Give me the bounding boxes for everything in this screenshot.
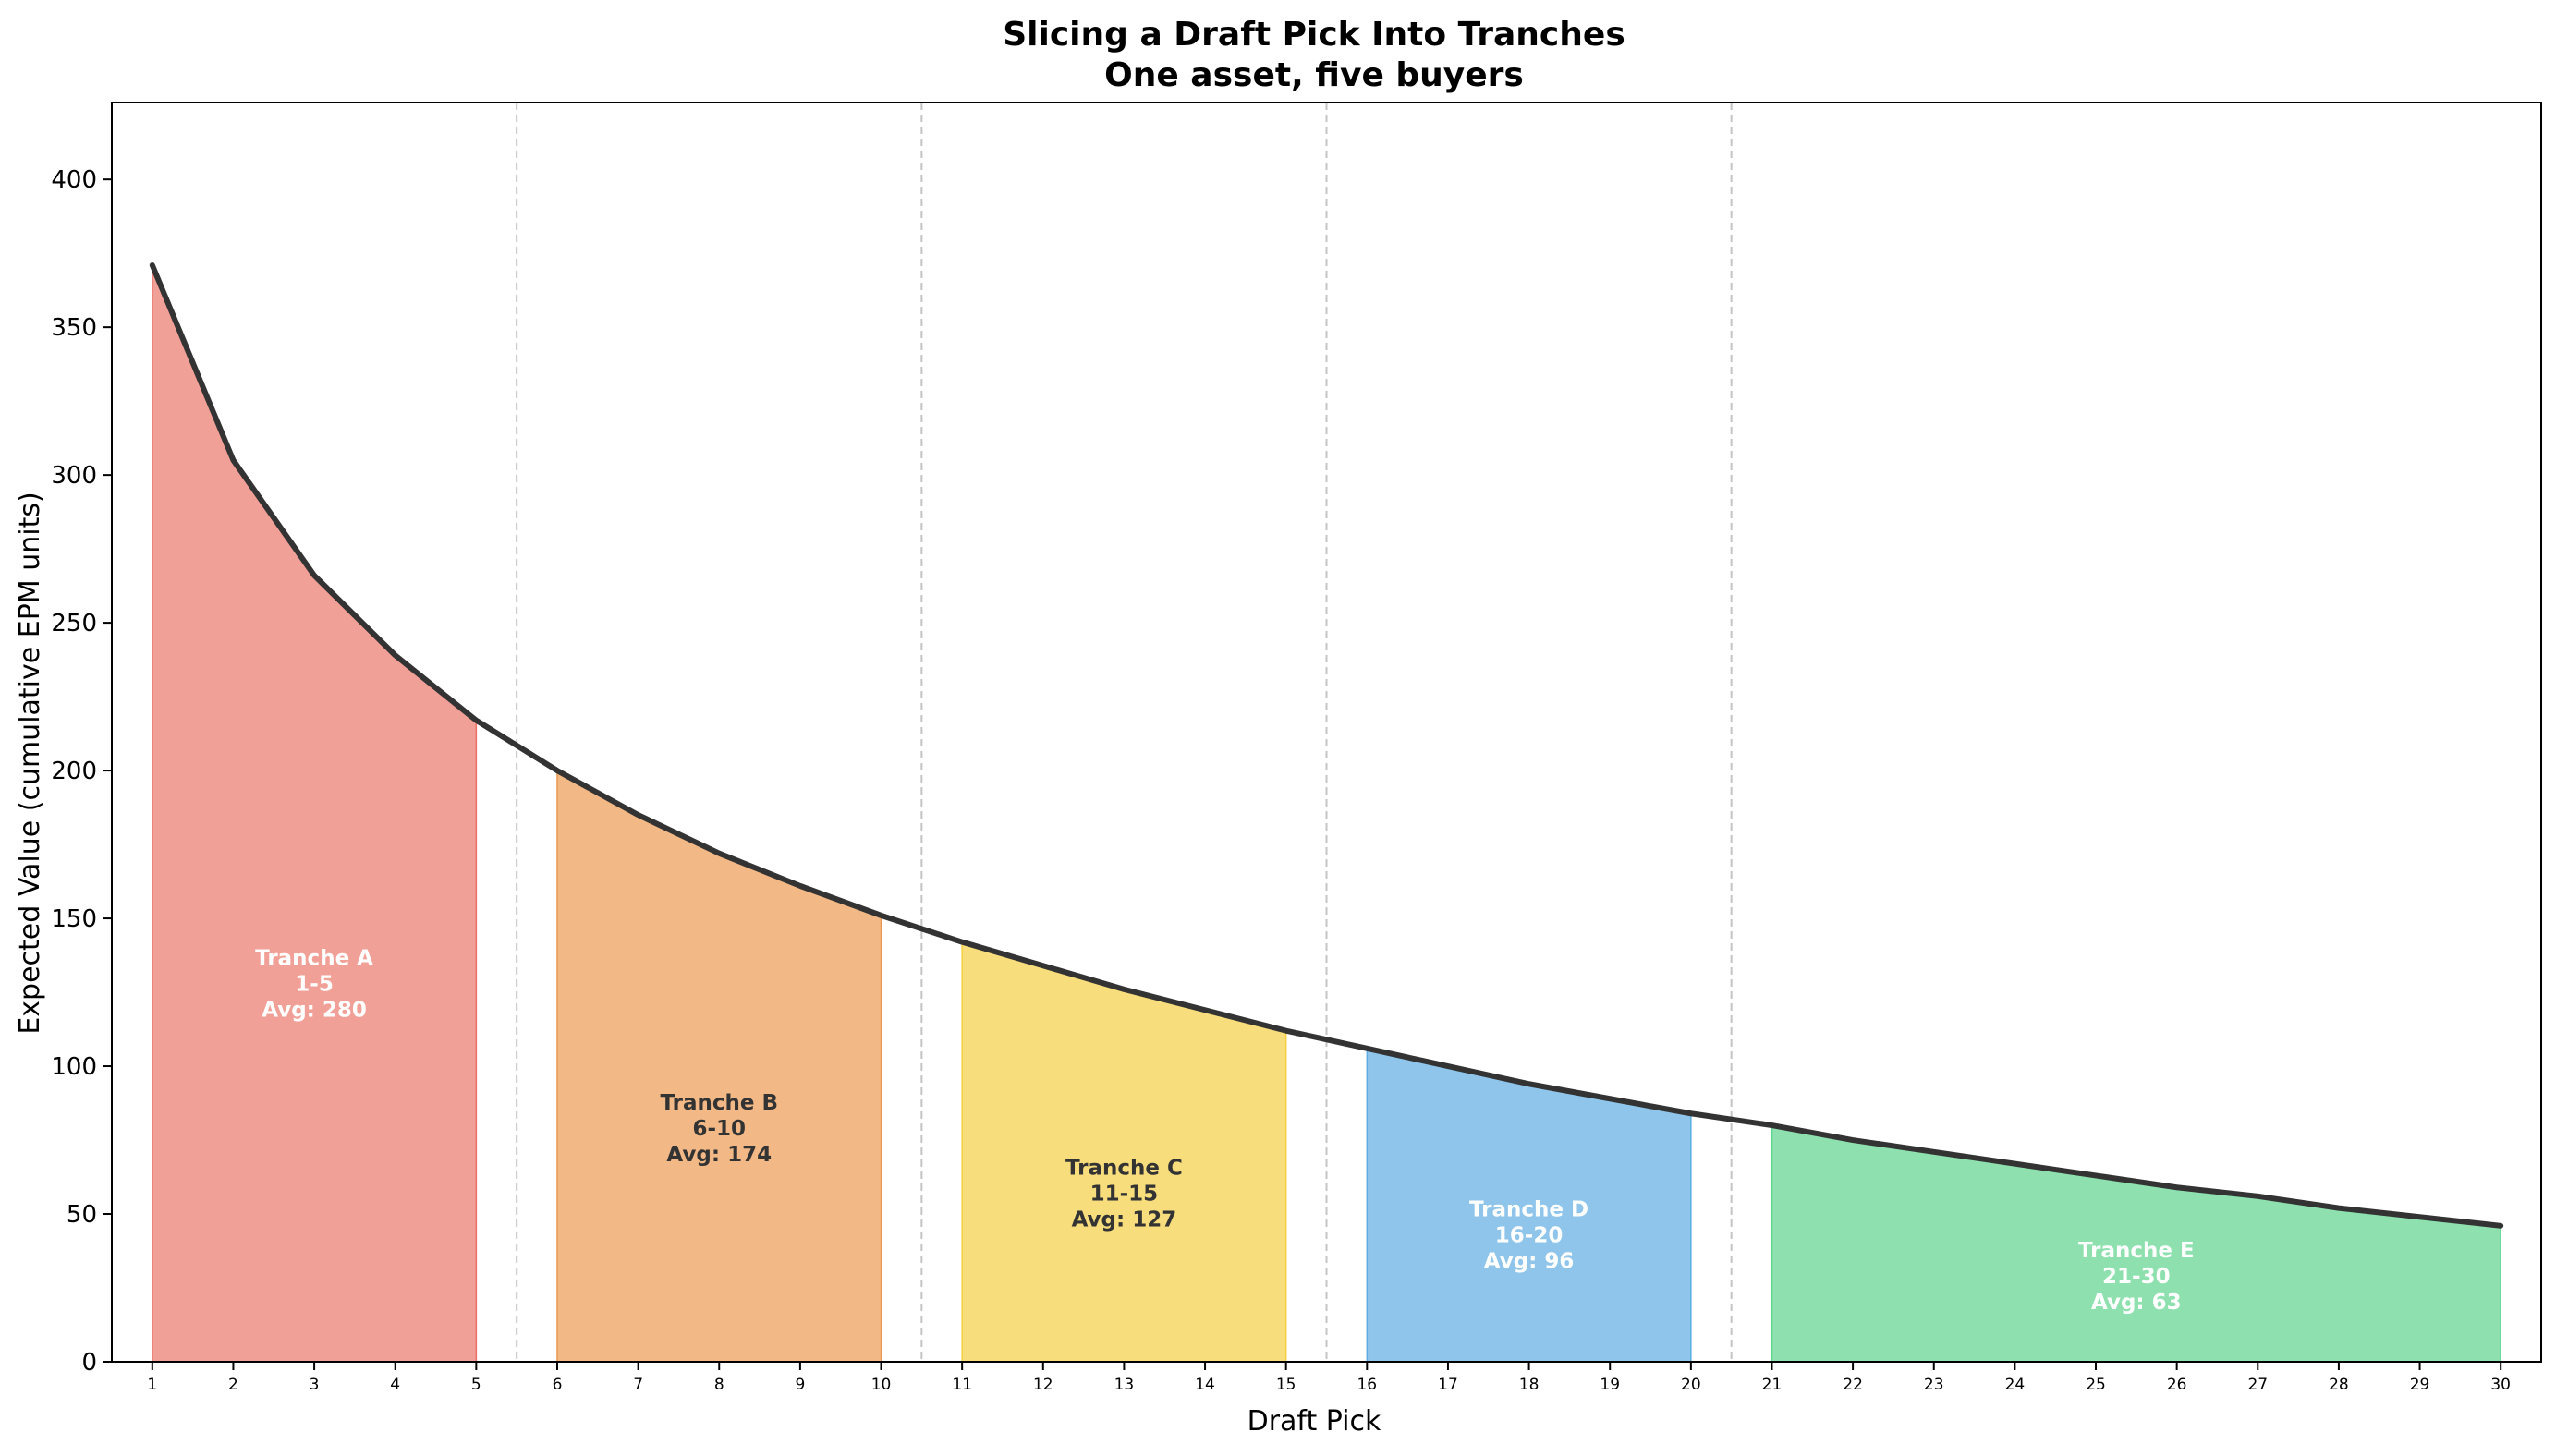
y-tick-label-300: 300 (51, 462, 97, 490)
tranche-label-e-line-2: 21-30 (2102, 1265, 2171, 1289)
tranche-area-c (961, 940, 1287, 1363)
x-tick-label-3: 3 (310, 1376, 320, 1394)
tranche-label-d-line-1: Tranche D (1469, 1197, 1588, 1221)
x-tick-label-28: 28 (2329, 1376, 2349, 1394)
y-tick-label-50: 50 (67, 1201, 97, 1229)
x-tick-label-1: 1 (147, 1376, 157, 1394)
tranche-label-d-line-2: 16-20 (1495, 1223, 1564, 1247)
x-tick-label-26: 26 (2167, 1376, 2187, 1394)
x-tick-label-13: 13 (1114, 1376, 1135, 1394)
plot-frame (111, 102, 2542, 1363)
x-tick-label-10: 10 (871, 1376, 892, 1394)
tranche-area-a (152, 264, 478, 1363)
x-tick-label-5: 5 (471, 1376, 481, 1394)
tranche-area-b (556, 769, 882, 1363)
value-curve (149, 261, 2504, 1229)
y-tick-label-0: 0 (81, 1349, 97, 1377)
tranche-label-a-line-2: 1-5 (295, 972, 334, 996)
tranche-label-b-line-1: Tranche B (660, 1091, 778, 1115)
tranche-label-e-line-1: Tranche E (2078, 1239, 2195, 1263)
x-tick-label-20: 20 (1681, 1376, 1701, 1394)
x-tick-label-6: 6 (553, 1376, 563, 1394)
y-tick-label-350: 350 (51, 314, 97, 342)
x-tick-label-30: 30 (2490, 1376, 2511, 1394)
chart-subtitle: One asset, five buyers (1104, 56, 1524, 94)
tranche-label-d-line-3: Avg: 96 (1484, 1249, 1575, 1273)
x-tick-label-25: 25 (2086, 1376, 2106, 1394)
y-tick-label-150: 150 (51, 905, 97, 933)
x-tick-label-23: 23 (1924, 1376, 1944, 1394)
x-tick-label-7: 7 (633, 1376, 643, 1394)
y-tick-label-100: 100 (51, 1053, 97, 1081)
tranche-label-a-line-1: Tranche A (255, 946, 373, 970)
x-tick-label-21: 21 (1762, 1376, 1783, 1394)
x-tick-label-11: 11 (952, 1376, 972, 1394)
y-tick-label-200: 200 (51, 758, 97, 785)
tranche-label-b-line-3: Avg: 174 (666, 1143, 772, 1167)
x-tick-label-24: 24 (2005, 1376, 2026, 1394)
chart-title: Slicing a Draft Pick Into Tranches (1003, 16, 1625, 54)
tranche-label-b-line-2: 6-10 (692, 1117, 746, 1141)
x-tick-label-22: 22 (1843, 1376, 1863, 1394)
x-axis-label: Draft Pick (1247, 1405, 1381, 1438)
tranche-label-e-line-3: Avg: 63 (2091, 1291, 2182, 1315)
x-tick-label-29: 29 (2410, 1376, 2430, 1394)
x-tick-label-8: 8 (714, 1376, 724, 1394)
y-tick-label-400: 400 (51, 166, 97, 194)
tranche-label-a-line-3: Avg: 280 (262, 998, 367, 1022)
y-axis-label: Expected Value (cumulative EPM units) (14, 491, 46, 1034)
x-tick-label-2: 2 (228, 1376, 238, 1394)
x-tick-label-17: 17 (1438, 1376, 1458, 1394)
x-tick-label-27: 27 (2247, 1376, 2268, 1394)
x-tick-label-18: 18 (1519, 1376, 1540, 1394)
tranche-label-c-line-2: 11-15 (1090, 1183, 1159, 1207)
x-tick-label-12: 12 (1033, 1376, 1053, 1394)
y-tick-label-250: 250 (51, 610, 97, 637)
x-tick-label-9: 9 (795, 1376, 805, 1394)
x-tick-label-16: 16 (1357, 1376, 1377, 1394)
x-tick-label-4: 4 (390, 1376, 400, 1394)
tranche-label-c-line-1: Tranche C (1065, 1157, 1183, 1181)
x-tick-label-15: 15 (1276, 1376, 1296, 1394)
tranche-label-c-line-3: Avg: 127 (1072, 1208, 1177, 1232)
x-tick-label-19: 19 (1600, 1376, 1620, 1394)
x-tick-label-14: 14 (1195, 1376, 1215, 1394)
